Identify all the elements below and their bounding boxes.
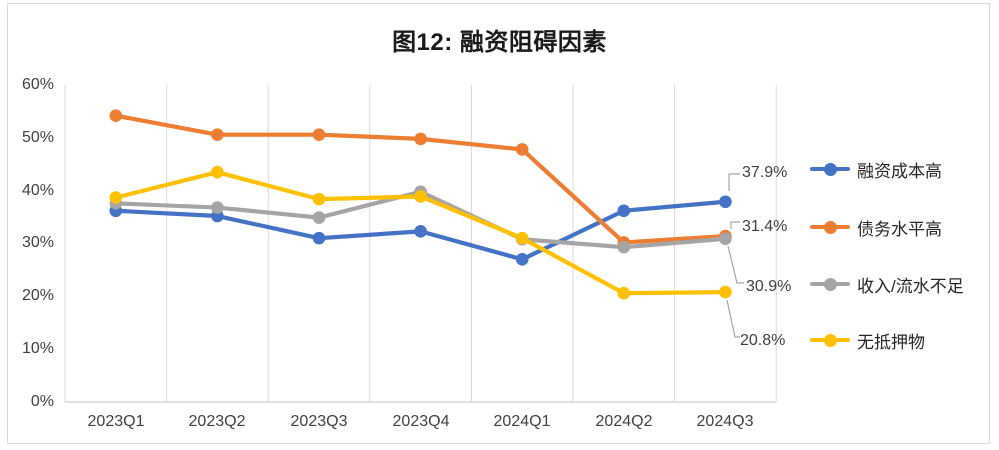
legend-line-marker-icon [810,162,850,176]
y-tick-label: 50% [21,129,54,146]
x-tick-label: 2023Q1 [87,413,145,430]
y-tick-label: 0% [30,393,54,410]
data-label-financing-cost-high: 37.9% [742,164,788,181]
legend-item-debt-level-high: 债务水平高 [810,216,942,239]
legend-label: 无抵押物 [857,332,925,352]
legend-label: 收入/流水不足 [857,276,964,296]
data-label-debt-level-high: 31.4% [742,218,788,235]
x-tick-label: 2023Q3 [290,413,348,430]
x-tick-label: 2024Q3 [696,413,754,430]
x-tick-label: 2023Q4 [392,413,450,430]
legend-line-marker-icon [810,277,850,291]
legend-item-income-insufficient: 收入/流水不足 [810,273,964,296]
chart-title: 图12: 融资阻碍因素 [392,29,607,56]
data-label-no-collateral: 20.8% [740,332,786,349]
legend-line-marker-icon [810,220,850,234]
data-label-income-insufficient: 30.9% [746,278,792,295]
y-tick-label: 60% [21,76,54,93]
legend-item-no-collateral: 无抵押物 [810,329,925,352]
legend-item-financing-cost-high: 融资成本高 [810,158,942,181]
legend-line-marker-icon [810,333,850,347]
legend-label: 债务水平高 [857,219,942,239]
legend-label: 融资成本高 [857,161,942,181]
x-tick-label: 2024Q2 [595,413,653,430]
x-tick-label: 2024Q1 [493,413,551,430]
y-tick-label: 40% [21,182,54,199]
y-tick-label: 20% [21,287,54,304]
x-tick-label: 2023Q2 [188,413,246,430]
y-tick-label: 10% [21,340,54,357]
chart-border [7,3,990,444]
y-tick-label: 30% [21,234,54,251]
